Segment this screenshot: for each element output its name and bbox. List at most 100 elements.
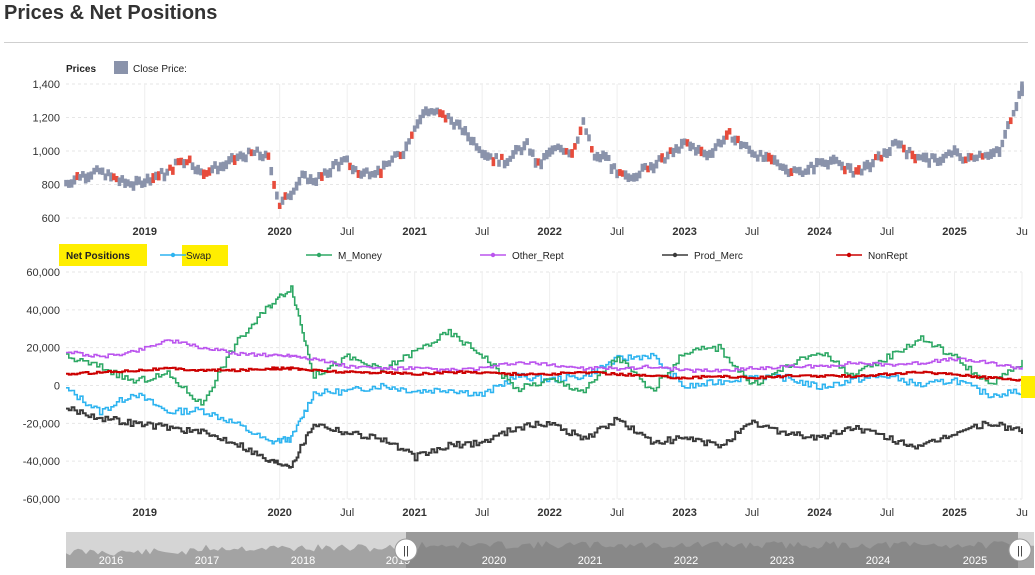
price-candle	[733, 135, 737, 146]
price-y-axis: 600 800 1,000 1,200 1,400	[32, 79, 60, 225]
price-candle	[626, 173, 631, 183]
price-candle	[784, 164, 788, 175]
x-tick-label: 2024	[807, 226, 832, 238]
navigator-left-handle[interactable]	[394, 538, 418, 562]
price-candle	[156, 171, 161, 181]
price-candle	[592, 153, 597, 161]
price-candle	[196, 164, 200, 175]
price-candle	[140, 180, 144, 188]
price-candle	[505, 158, 510, 166]
price-candle	[134, 175, 139, 186]
legend-label-nonrept: NonRept	[868, 251, 908, 262]
price-candle	[533, 158, 538, 168]
price-candle	[893, 138, 898, 146]
price-candle	[81, 171, 85, 178]
price-candle	[845, 162, 850, 170]
net-positions-highlight	[59, 244, 147, 266]
price-candle	[713, 143, 718, 151]
price-candle	[997, 146, 1002, 157]
price-candle	[353, 166, 358, 173]
series-line-prod_merc	[66, 406, 1023, 469]
price-candle	[471, 136, 476, 146]
series-line-other_rept	[66, 339, 1023, 373]
price-candle	[961, 156, 965, 164]
navigator-year-label: 2018	[291, 555, 315, 567]
navigator-year-label: 2022	[674, 555, 698, 567]
price-candle	[92, 167, 96, 175]
price-candle	[561, 147, 566, 155]
price-candle	[741, 141, 746, 148]
x-tick-label: 2024	[807, 507, 832, 519]
price-candle	[587, 134, 591, 142]
price-panel-title: Prices	[66, 64, 96, 75]
price-candle	[224, 160, 229, 170]
price-candle	[606, 154, 611, 162]
price-candle	[795, 167, 799, 174]
series-line-nonrept	[66, 366, 1023, 382]
price-candle	[598, 153, 603, 163]
price-candle	[941, 153, 946, 163]
price-candle	[719, 139, 723, 148]
x-tick-label: 2022	[537, 226, 561, 238]
price-candle	[230, 153, 234, 163]
x-tick-label: 2020	[267, 226, 291, 238]
price-candle	[182, 159, 186, 169]
price-candle	[873, 154, 878, 161]
price-candle	[567, 149, 572, 158]
price-candle	[581, 117, 586, 125]
price-candle	[331, 161, 335, 170]
legend-swatch-dot	[846, 252, 852, 258]
net-positions-legend[interactable]: Swap M_Money Other_Rept Prod_Merc NonRept	[160, 245, 908, 266]
price-candle	[261, 153, 265, 162]
price-candle	[646, 165, 650, 173]
price-candle	[412, 125, 417, 132]
price-candle	[1011, 109, 1016, 117]
navigator-area	[66, 541, 1034, 568]
price-candle	[193, 166, 198, 175]
price-candle	[921, 152, 926, 162]
price-candle	[300, 170, 304, 179]
price-candle	[393, 151, 397, 158]
navigator-year-label: 2016	[99, 555, 123, 567]
price-candle	[575, 136, 580, 144]
price-candle	[643, 162, 648, 171]
legend-swatch-dot	[316, 252, 322, 258]
y-tick-label: 0	[54, 381, 60, 393]
price-candle	[1020, 86, 1024, 97]
price-candle	[263, 150, 268, 159]
price-candle	[966, 152, 971, 162]
x-tick-label: 2023	[672, 226, 696, 238]
price-candle	[525, 138, 529, 146]
navigator-right-handle[interactable]	[1008, 538, 1032, 562]
price-candle	[747, 145, 752, 154]
price-candle	[789, 168, 794, 177]
range-navigator[interactable]: 2016 2017 2018 2019 2020 2021 2022 2023 2024 2025…	[66, 532, 1034, 568]
price-candle	[120, 175, 125, 183]
price-candle	[705, 150, 709, 161]
price-candle	[165, 168, 170, 176]
price-candle	[952, 145, 957, 156]
price-candle	[190, 162, 195, 171]
y-tick-label: 40,000	[26, 305, 60, 317]
price-candle	[609, 164, 614, 175]
price-candle	[154, 171, 158, 181]
page-title: Prices & Net Positions	[4, 2, 218, 24]
price-candle	[823, 159, 827, 168]
price-candle	[896, 140, 901, 149]
price-candle	[601, 150, 605, 160]
y-tick-label: 20,000	[26, 343, 60, 355]
price-candle	[1008, 117, 1013, 125]
price-candle	[632, 173, 636, 182]
price-candle	[511, 150, 515, 159]
price-candle	[410, 131, 414, 139]
price-candle	[148, 177, 153, 186]
price-candle	[480, 149, 484, 159]
y-tick-label: 600	[42, 213, 60, 225]
price-candle	[440, 110, 445, 118]
price-candle	[885, 149, 889, 158]
candle-swatch-icon[interactable]	[114, 61, 128, 74]
price-candle	[545, 149, 549, 160]
price-candle	[972, 154, 976, 162]
price-grid	[66, 83, 1023, 219]
